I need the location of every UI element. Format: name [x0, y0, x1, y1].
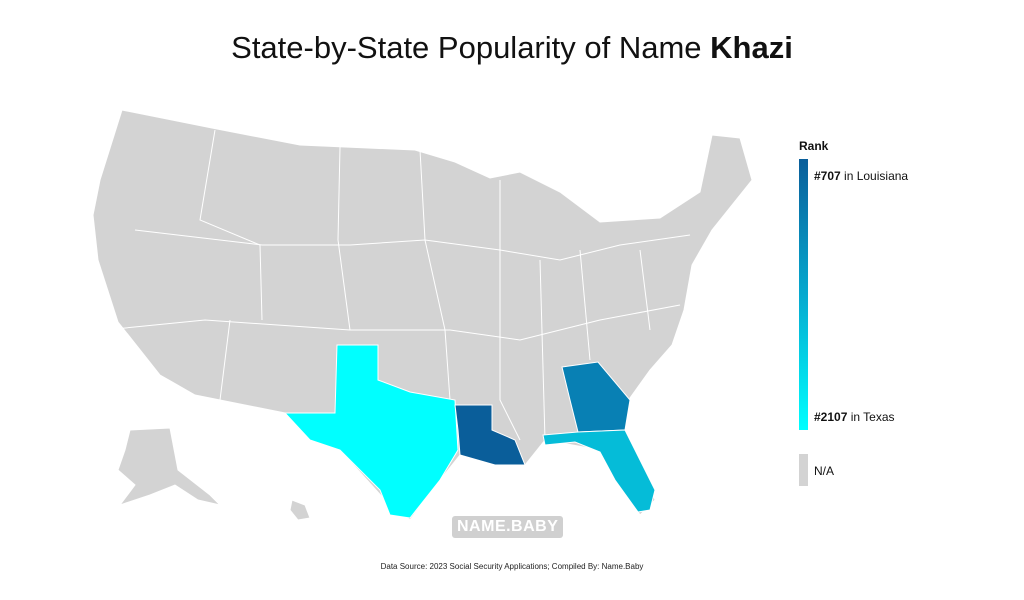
legend-na: N/A: [814, 464, 835, 478]
footer: Data Source: 2023 Social Security Applic…: [380, 562, 644, 571]
legend-title: Rank: [799, 139, 829, 153]
legend-bottom-text: in Texas: [847, 410, 895, 424]
legend-bottom-rank: #2107: [814, 410, 848, 424]
legend-top-rank: #707: [814, 169, 841, 183]
legend-gradient: [799, 159, 808, 430]
state-texas: [283, 344, 459, 519]
hawaii: [289, 499, 311, 521]
title-text: State-by-State Popularity of Name: [231, 30, 711, 65]
watermark: NAME.BABY: [452, 516, 564, 538]
legend-top: #707 in Louisiana: [814, 169, 908, 183]
legend-bottom: #2107 in Texas: [814, 410, 895, 424]
legend-top-text: in Louisiana: [840, 169, 909, 183]
title-name: Khazi: [710, 30, 793, 65]
alaska: [117, 427, 222, 506]
state-louisiana: [454, 404, 526, 466]
state-florida: [542, 429, 656, 513]
states: [92, 109, 753, 521]
title: State-by-State Popularity of Name Khazi: [0, 30, 1024, 66]
legend-na-swatch: [799, 454, 808, 486]
borders: [104, 129, 691, 441]
